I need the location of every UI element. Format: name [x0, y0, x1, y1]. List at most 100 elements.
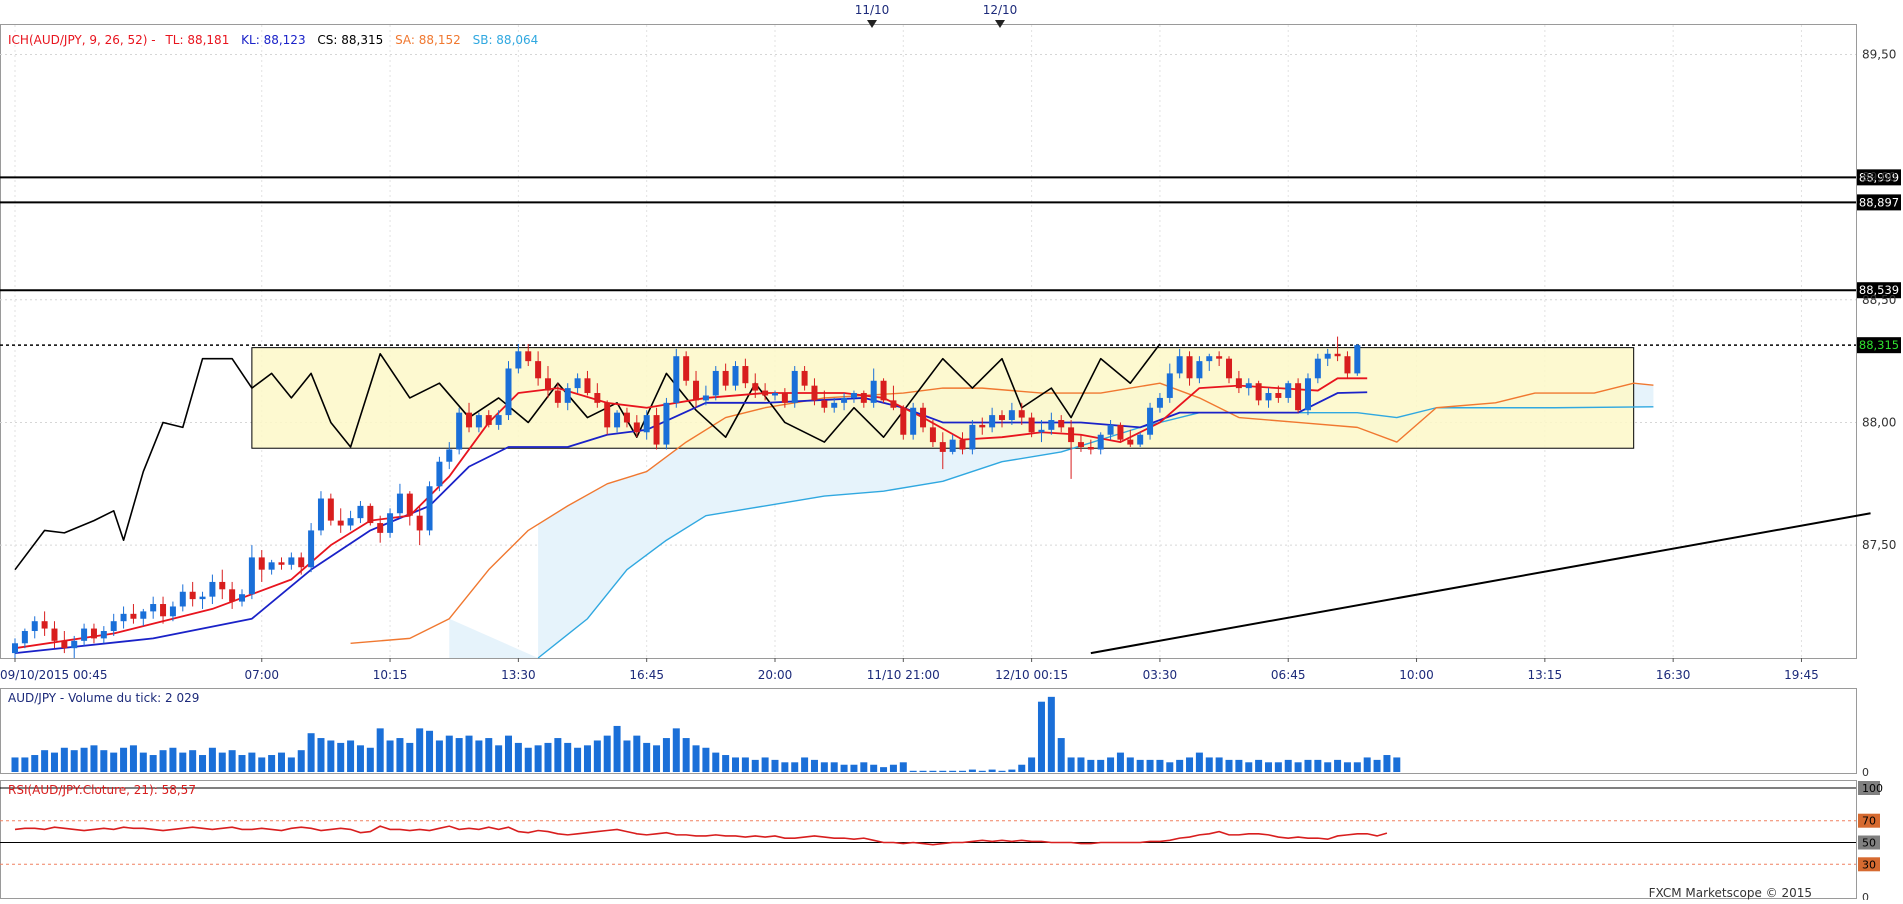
candle-body — [850, 393, 857, 398]
volume-bar — [633, 735, 641, 772]
time-axis-tick-label: 19:45 — [1784, 668, 1819, 682]
volume-bar — [909, 770, 917, 772]
candles — [12, 336, 1361, 661]
candle-body — [140, 611, 147, 619]
ichimoku-legend: ICH(AUD/JPY, 9, 26, 52) - TL: 88,181 KL:… — [8, 33, 538, 47]
candle-body — [702, 395, 709, 401]
candle-body — [910, 407, 917, 435]
rsi-axis-tick: 30 — [1862, 858, 1876, 871]
volume-bar — [1373, 759, 1381, 772]
senkou-span-b-line — [537, 406, 1654, 659]
volume-bar — [1116, 752, 1124, 772]
candle-body — [406, 493, 413, 516]
candle-body — [1156, 397, 1163, 408]
kumo-cloud-fill — [538, 383, 1654, 658]
candle-body — [1008, 410, 1015, 421]
candle-body — [327, 498, 334, 521]
volume-bar — [248, 752, 256, 772]
volume-bar — [1146, 759, 1154, 772]
level-price-badge — [1857, 194, 1901, 211]
current-price-label: 88,315 — [1859, 338, 1899, 352]
volume-bar — [1363, 757, 1371, 772]
volume-bar — [564, 742, 572, 772]
volume-bar — [475, 740, 483, 772]
candle-body — [258, 557, 265, 570]
candle-body — [929, 427, 936, 443]
ascending-trendline[interactable] — [1090, 512, 1871, 655]
volume-bar — [1245, 762, 1253, 772]
candle-body — [347, 518, 354, 526]
volume-bar — [356, 745, 364, 772]
volume-bar — [50, 752, 58, 772]
candle-body — [663, 402, 670, 445]
rsi-axis-tick: 0 — [1862, 891, 1869, 900]
time-axis-tick-label: 11/10 21:00 — [867, 668, 940, 682]
volume-bar — [386, 740, 394, 772]
volume-bar — [1264, 762, 1272, 772]
candle-body — [1324, 353, 1331, 359]
volume-bar — [1274, 762, 1282, 772]
volume-bar — [682, 738, 690, 772]
volume-bar — [60, 747, 68, 772]
price-axis-tick: 89,50 — [1862, 47, 1896, 61]
candle-body — [1107, 424, 1114, 435]
rsi-axis-badge — [1858, 813, 1880, 828]
volume-bar — [416, 728, 424, 772]
candle-body — [781, 393, 788, 403]
candle-body — [337, 520, 344, 526]
candle-body — [693, 380, 700, 401]
volume-bar — [396, 738, 404, 772]
volume-bar — [366, 747, 374, 772]
volume-bar — [258, 757, 266, 772]
candle-body — [1196, 361, 1203, 379]
time-axis-tick-label: 03:30 — [1143, 668, 1178, 682]
candle-body — [574, 378, 581, 389]
candle-body — [831, 402, 838, 408]
volume-bar — [110, 752, 118, 772]
candle-body — [485, 415, 492, 425]
volume-bar — [1383, 755, 1391, 772]
candle-body — [1176, 356, 1183, 374]
candle-body — [41, 621, 48, 629]
volume-bar — [1067, 757, 1075, 772]
volume-bar — [643, 742, 651, 772]
volume-panel-frame — [0, 688, 1857, 774]
time-axis-tick-label: 09/10/2015 00:45 — [0, 668, 108, 682]
candle-body — [1216, 356, 1223, 359]
candle-body — [130, 613, 137, 619]
candle-body — [1265, 393, 1272, 401]
volume-bar — [1255, 759, 1263, 772]
candle-body — [90, 628, 97, 639]
volume-bar — [129, 745, 137, 772]
volume-bar — [662, 738, 670, 772]
candle-body — [189, 591, 196, 600]
rsi-panel-frame — [0, 780, 1857, 899]
candle-body — [219, 581, 226, 590]
candle-body — [1255, 383, 1262, 401]
candle-body — [1245, 383, 1252, 389]
candle-body — [387, 513, 394, 533]
rsi-axis-tick: 70 — [1862, 815, 1876, 828]
candle-body — [1285, 383, 1292, 398]
volume-bar — [1156, 759, 1164, 772]
volume-axis-tick-0: 0 — [1862, 766, 1869, 779]
volume-bar — [1225, 759, 1233, 772]
candle-body — [1314, 358, 1321, 379]
volume-bar — [277, 752, 285, 772]
candle-body — [288, 557, 295, 565]
rsi-axis-tick: 100 — [1862, 782, 1883, 795]
candle-body — [160, 604, 167, 617]
time-axis-tick-label: 20:00 — [758, 668, 793, 682]
candle-body — [841, 397, 848, 403]
volume-bar — [574, 747, 582, 772]
volume-bar — [445, 735, 453, 772]
volume-bar — [347, 740, 355, 772]
candle-body — [604, 402, 611, 428]
candle-body — [999, 415, 1005, 421]
legend-tl: TL: 88,181 — [164, 33, 229, 47]
volume-bar — [939, 770, 947, 772]
volume-bar — [998, 770, 1006, 772]
candle-body — [752, 383, 759, 391]
